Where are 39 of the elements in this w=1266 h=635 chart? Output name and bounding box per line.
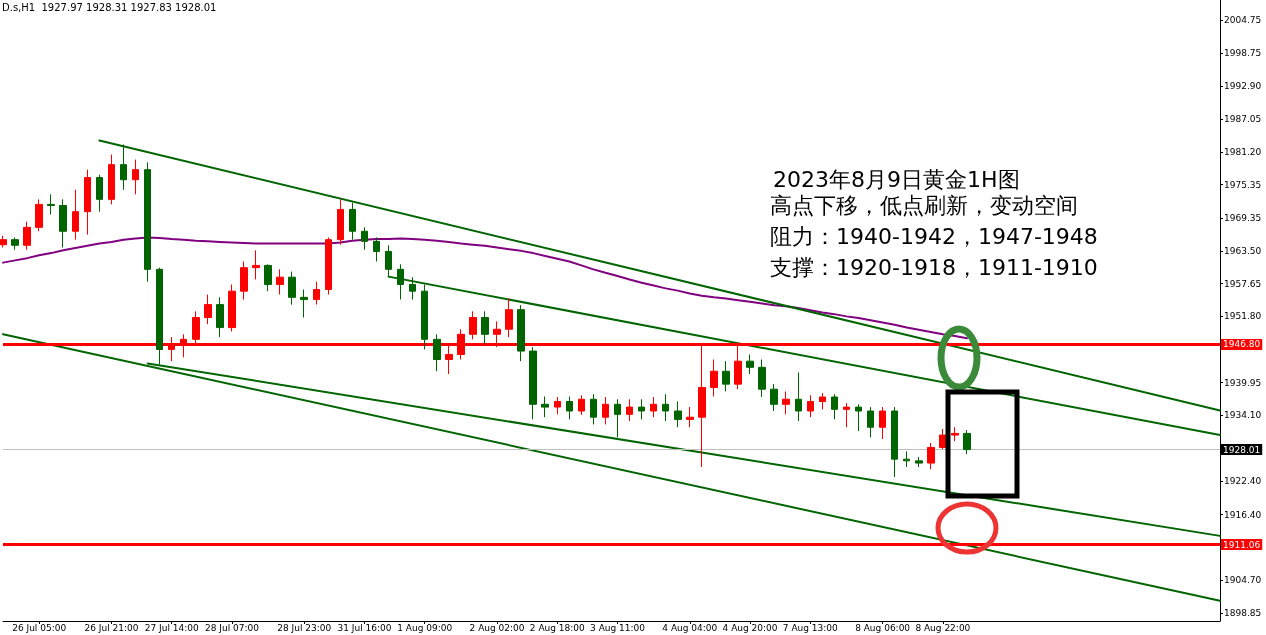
y-tick-label: 1922.40 <box>1224 476 1262 487</box>
y-tick-label: 1934.10 <box>1224 410 1262 421</box>
x-tick-label: 7 Aug 13:00 <box>782 622 839 633</box>
y-tick-label: 1975.35 <box>1224 179 1262 190</box>
x-tick-label: 27 Jul 14:00 <box>144 622 199 633</box>
y-tick-label: 2004.75 <box>1224 14 1262 25</box>
text: 2023年8月9日黄金1H图 <box>773 166 1020 192</box>
y-tick-label: 1898.85 <box>1224 607 1262 618</box>
y-tick-label: 1998.75 <box>1224 48 1262 59</box>
y-tick-label: 1969.35 <box>1224 213 1262 224</box>
x-tick-label: 3 Aug 11:00 <box>590 622 646 633</box>
x-tick-label: 1 Aug 09:00 <box>397 622 453 633</box>
y-tick-label: 1963.50 <box>1224 245 1262 256</box>
x-tick-label: 8 Aug 06:00 <box>855 622 911 633</box>
annotation: D.s,H1 1927.97 1928.31 1927.83 1928.01 <box>2 1 217 13</box>
y-tick-label: 1904.70 <box>1224 575 1262 586</box>
x-tick-label: 28 Jul 07:00 <box>204 622 260 633</box>
ref-line-label: 1928.01 <box>1223 444 1261 455</box>
x-tick-label: 31 Jul 16:00 <box>337 622 392 633</box>
ref-line-label: 1946.80 <box>1223 339 1261 350</box>
annotation: 阻力：1940-1942，1947-1948 <box>770 223 1098 249</box>
y-tick-label: 1957.65 <box>1224 278 1262 289</box>
x-tick-label: 4 Aug 20:00 <box>722 622 778 633</box>
y-tick-label: 1992.90 <box>1224 81 1262 92</box>
y-tick-label: 1916.40 <box>1224 509 1262 520</box>
annotation: 高点下移，低点刷新，变动空间 <box>770 192 1078 218</box>
x-tick-label: 26 Jul 05:00 <box>12 622 67 633</box>
x-tick-label: 8 Aug 22:00 <box>915 622 971 633</box>
x-tick-label: 28 Jul 23:00 <box>277 622 332 633</box>
x-tick-label: 4 Aug 04:00 <box>662 622 718 633</box>
annotation: 支撑：1920-1918，1911-1910 <box>770 254 1098 280</box>
x-tick-label: 2 Aug 18:00 <box>529 622 586 633</box>
ref-line-label: 1911.06 <box>1223 539 1261 550</box>
x-tick-label: 26 Jul 21:00 <box>84 622 139 633</box>
x-tick-label: 2 Aug 02:00 <box>469 622 525 633</box>
y-tick-label: 1951.80 <box>1224 311 1262 322</box>
y-tick-label: 1939.95 <box>1224 377 1262 388</box>
y-tick-label: 1987.05 <box>1224 113 1262 124</box>
y-tick-label: 1981.20 <box>1224 146 1262 157</box>
